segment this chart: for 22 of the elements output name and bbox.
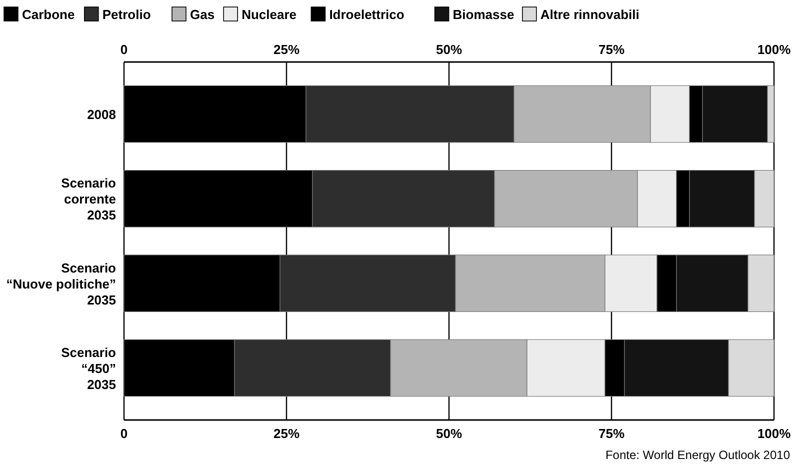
source-note: Fonte: World Energy Outlook 2010 [605,448,790,462]
x-tick-label: 75% [598,426,625,441]
x2-tick-label: 100% [757,42,792,57]
x2-tick-label: 25% [273,42,300,57]
y-tick-label: Scenario “450” 2035 [61,344,116,392]
x2-tick-label: 75% [598,42,625,57]
x2-tick-label: 0 [120,42,128,57]
x2-tick-label: 50% [436,42,462,57]
legend-label: Nucleare [242,7,297,22]
legend-label: Altre rinnovabili [540,7,640,22]
legend-label: Petrolio [102,7,151,22]
legend-label: Biomasse [452,7,514,22]
y-tick-label: 2008 [87,107,116,122]
legend-label: Idroelettrico [329,7,404,22]
x-tick-label: 100% [757,426,792,441]
legend-label: Carbone [22,7,75,22]
x-tick-label: 50% [436,426,462,441]
legend-label: Gas [190,7,215,22]
x-tick-label: 0 [120,426,128,441]
x-tick-label: 25% [273,426,300,441]
y-tick-label: Scenario corrente 2035 [61,176,116,223]
y-tick-label: Scenario “Nuove politiche” 2035 [6,260,116,308]
